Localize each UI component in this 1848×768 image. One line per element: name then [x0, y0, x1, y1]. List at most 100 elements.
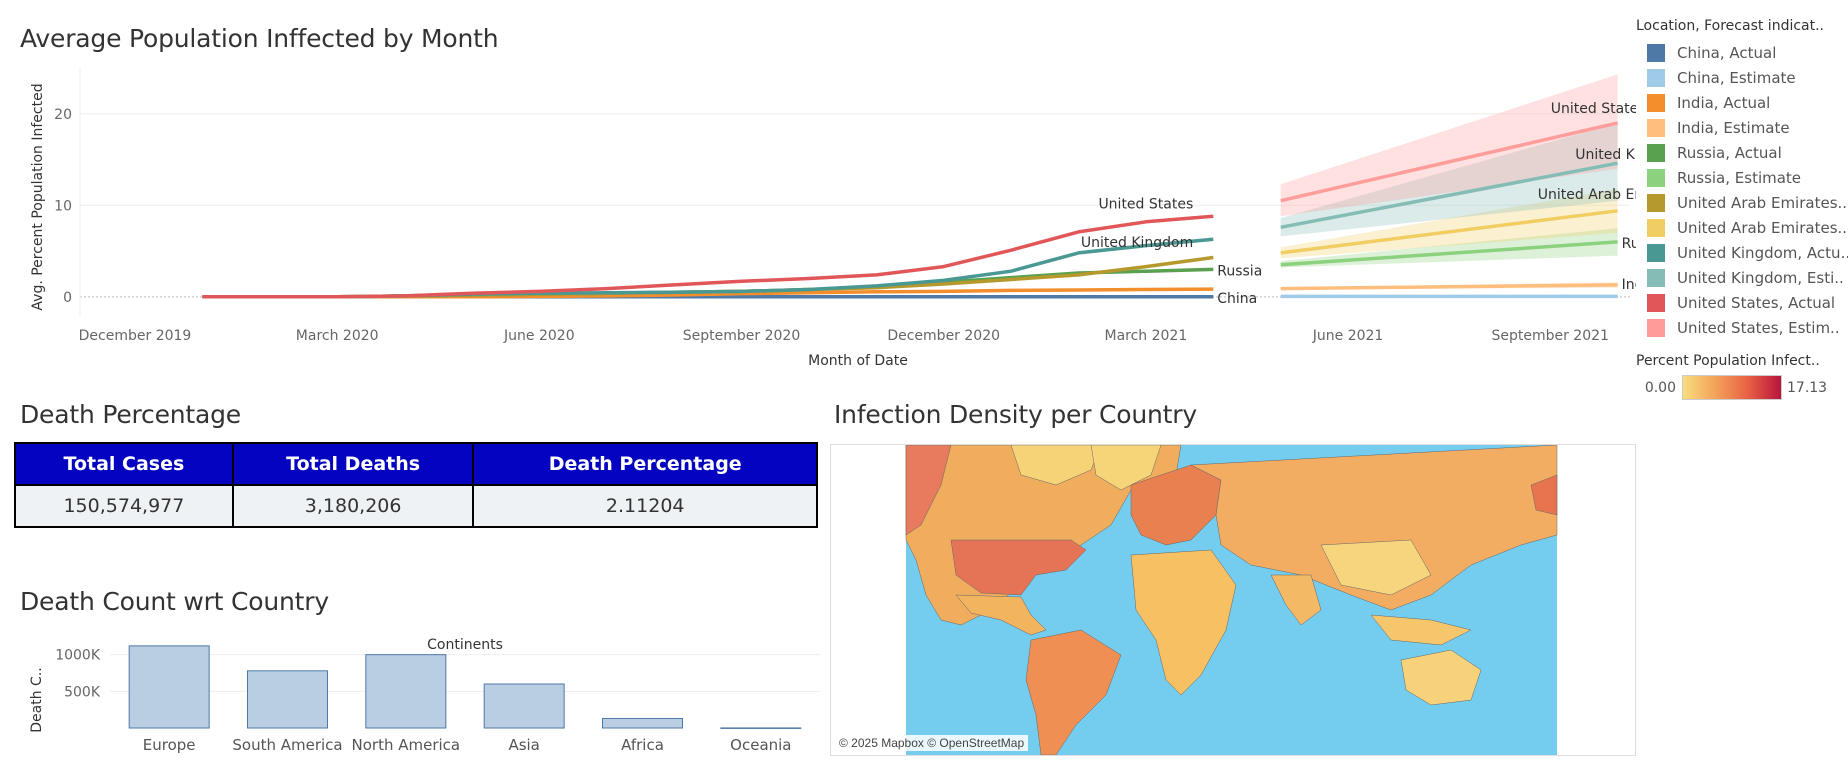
x-axis-title: Month of Date	[808, 353, 908, 369]
south-america-region[interactable]	[1025, 629, 1122, 756]
x-tick-label: June 2021	[1312, 328, 1384, 344]
bar-chart-title: Death Count wrt Country	[20, 587, 329, 616]
legend-item[interactable]: United Kingdom, Actu..	[1636, 240, 1848, 265]
total-cases-value: 150,574,977	[14, 484, 234, 528]
legend-item[interactable]: United States, Actual	[1636, 290, 1848, 315]
line-end-label: Russia	[1217, 263, 1262, 279]
legend-label: India, Estimate	[1677, 118, 1790, 137]
india-region[interactable]	[1270, 574, 1322, 626]
east-edge-region[interactable]	[1530, 474, 1558, 516]
line-chart: 0 10 20 December 2019 March 2020 June 2020 Sep…	[30, 68, 1636, 369]
legend-label: China, Actual	[1677, 43, 1777, 62]
legend-title: Location, Forecast indicat..	[1636, 18, 1825, 34]
legend-swatch	[1647, 193, 1665, 212]
greenland-arctic-region[interactable]	[1010, 444, 1102, 486]
line-end-label: United Kingdom	[1575, 147, 1636, 163]
death-summary-table: Total Cases Total Deaths Death Percentag…	[14, 442, 818, 528]
legend-swatch	[1647, 143, 1665, 162]
africa-region[interactable]	[1130, 549, 1237, 696]
line-chart-title: Average Population Inffected by Month	[20, 24, 499, 53]
line-end-label: United Arab Emirates	[1538, 187, 1636, 203]
bar[interactable]	[128, 645, 210, 729]
legend-swatch	[1647, 93, 1665, 112]
forecast-band	[1280, 122, 1618, 237]
series-line[interactable]	[202, 214, 1214, 299]
gradient-max-label: 17.13	[1787, 379, 1828, 396]
bar-y-axis-title: Death C..	[29, 667, 45, 732]
bar-category-label: Europe	[143, 736, 196, 754]
legend-item[interactable]: India, Estimate	[1636, 115, 1848, 140]
bar-category-label: Africa	[621, 736, 664, 754]
bar[interactable]	[483, 683, 565, 729]
table-row: 150,574,977 3,180,206 2.11204	[14, 484, 818, 528]
total-deaths-header: Total Deaths	[231, 442, 475, 486]
china-region[interactable]	[1320, 539, 1432, 596]
legend-swatch	[1647, 43, 1665, 62]
legend-item[interactable]: United Arab Emirates..	[1636, 215, 1848, 240]
legend-label: United Kingdom, Esti..	[1677, 268, 1844, 287]
series-line[interactable]	[1280, 161, 1618, 230]
legend-item[interactable]: United States, Estim..	[1636, 315, 1848, 340]
series-line[interactable]	[202, 237, 1214, 299]
legend-item[interactable]: India, Actual	[1636, 90, 1848, 115]
total-deaths-value: 3,180,206	[231, 484, 475, 528]
bar-category-label: North America	[352, 736, 461, 754]
asia-region[interactable]	[1190, 444, 1558, 611]
bar[interactable]	[365, 654, 447, 729]
gradient-legend-title: Percent Population Infect..	[1636, 353, 1820, 369]
usa-region[interactable]	[950, 539, 1087, 596]
legend-swatch	[1647, 318, 1665, 337]
line-end-label: China	[1217, 291, 1257, 307]
map-attribution: © 2025 Mapbox © OpenStreetMap	[835, 735, 1029, 751]
legend-swatch	[1647, 118, 1665, 137]
legend-item[interactable]: China, Actual	[1636, 40, 1848, 65]
legend-items: China, Actual China, Estimate India, Actua…	[1636, 40, 1848, 340]
legend-item[interactable]: United Kingdom, Esti..	[1636, 265, 1848, 290]
bar-chart: Continents Death C.. 500K 1000K Europe South …	[29, 637, 820, 754]
greenland-region[interactable]	[1090, 444, 1162, 491]
southeast-asia-region[interactable]	[1370, 614, 1472, 646]
line-end-label: Russia	[1622, 236, 1636, 252]
death-table-title: Death Percentage	[20, 400, 241, 429]
series-line[interactable]	[1280, 209, 1618, 255]
y-tick-label: 20	[54, 107, 72, 123]
line-end-label: United States	[1098, 196, 1193, 212]
legend-label: India, Actual	[1677, 93, 1771, 112]
bar-category-label: South America	[232, 736, 342, 754]
line-end-label: India	[1622, 277, 1636, 293]
world-map[interactable]	[831, 444, 1635, 756]
x-tick-label: March 2021	[1104, 328, 1187, 344]
map-frame[interactable]: © 2025 Mapbox © OpenStreetMap	[830, 444, 1636, 756]
legend-swatch	[1647, 218, 1665, 237]
alaska-region[interactable]	[905, 444, 952, 536]
legend-label: United States, Estim..	[1677, 318, 1840, 337]
bar[interactable]	[720, 727, 802, 729]
map-title: Infection Density per Country	[834, 400, 1197, 429]
legend-swatch	[1647, 268, 1665, 287]
x-tick-label: December 2019	[79, 328, 192, 344]
series-line[interactable]	[1280, 240, 1618, 267]
x-tick-label: September 2020	[683, 328, 800, 344]
legend-label: Russia, Estimate	[1677, 168, 1802, 187]
legend-swatch	[1647, 168, 1665, 187]
legend-swatch	[1647, 293, 1665, 312]
legend-item[interactable]: Russia, Estimate	[1636, 165, 1848, 190]
legend-label: United Arab Emirates..	[1677, 193, 1848, 212]
legend-item[interactable]: United Arab Emirates..	[1636, 190, 1848, 215]
series-line[interactable]	[1280, 121, 1618, 203]
bar-category-label: Oceania	[730, 736, 791, 754]
bar[interactable]	[602, 717, 683, 729]
mexico-central-america-region[interactable]	[955, 594, 1047, 636]
legend-item[interactable]: Russia, Actual	[1636, 140, 1848, 165]
legend-label: United States, Actual	[1677, 293, 1836, 312]
series-line[interactable]	[1280, 283, 1618, 291]
bar[interactable]	[247, 670, 328, 729]
gradient-min-label: 0.00	[1644, 379, 1676, 396]
bar-category-label: Asia	[508, 736, 539, 754]
x-tick-label: December 2020	[887, 328, 1000, 344]
gradient-bar	[1682, 375, 1782, 400]
x-tick-label: September 2021	[1491, 328, 1608, 344]
australia-region[interactable]	[1400, 649, 1482, 706]
table-header-row: Total Cases Total Deaths Death Percentag…	[14, 442, 818, 486]
legend-item[interactable]: China, Estimate	[1636, 65, 1848, 90]
